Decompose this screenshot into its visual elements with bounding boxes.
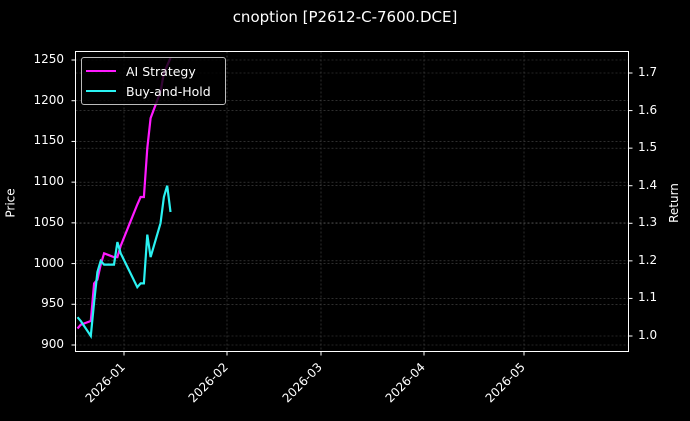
- legend-label: Buy-and-Hold: [126, 83, 211, 99]
- legend-item-buy-and-hold: Buy-and-Hold: [86, 82, 211, 100]
- grid-lines: [75, 51, 629, 352]
- buy-and-hold-line: [76, 185, 172, 340]
- y-tick-right: 1.2: [638, 252, 658, 267]
- legend-label: AI Strategy: [126, 63, 196, 79]
- y-tick-left: 1000: [33, 255, 64, 270]
- plot-frame: [75, 51, 629, 352]
- y-tick-left: 1250: [33, 52, 64, 66]
- y-tick-right: 1.3: [638, 215, 658, 230]
- y-tick-left: 950: [41, 296, 64, 311]
- y-tick-left: 1150: [33, 133, 64, 148]
- legend: AI Strategy Buy-and-Hold: [81, 57, 226, 105]
- y-axis-label-left: Price: [3, 188, 18, 218]
- y-tick-right: 1.4: [638, 177, 658, 192]
- tick-marks: [71, 59, 633, 356]
- y-tick-right: 1.6: [638, 102, 658, 117]
- buy-and-hold-swatch: [86, 89, 116, 93]
- chart-title: cnoption [P2612-C-7600.DCE]: [232, 8, 458, 26]
- legend-item-ai-strategy: AI Strategy: [86, 62, 196, 80]
- y-axis-label-right: Return: [666, 183, 681, 223]
- y-tick-right: 1.0: [638, 328, 658, 342]
- y-tick-right: 1.1: [638, 290, 658, 305]
- y-tick-left: 1200: [33, 92, 64, 107]
- y-tick-left: 1100: [33, 174, 64, 189]
- y-tick-left: 900: [41, 337, 64, 351]
- y-tick-left: 1050: [33, 214, 64, 229]
- y-tick-right: 1.7: [638, 65, 658, 79]
- ai-strategy-swatch: [86, 69, 116, 73]
- y-tick-right: 1.5: [638, 140, 658, 155]
